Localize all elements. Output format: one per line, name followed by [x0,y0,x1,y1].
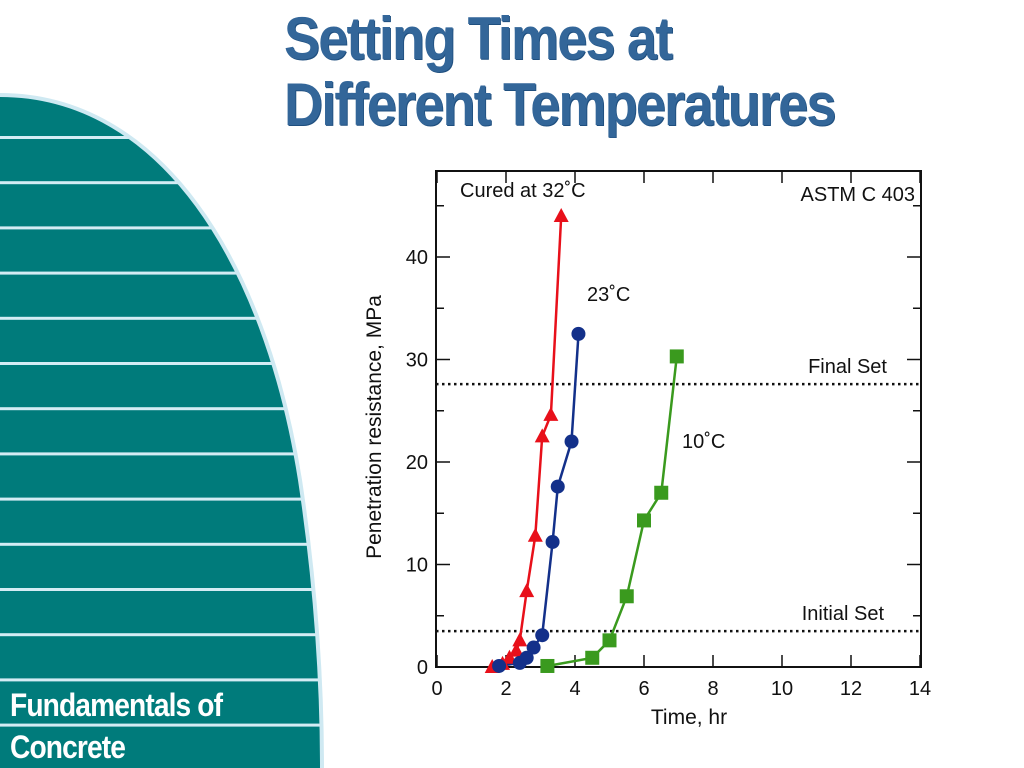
slide-footer: Fundamentals of Concrete [10,684,223,768]
series-line-0 [491,215,563,669]
title-line-2: Different Temperatures [284,71,836,138]
decor-stripe [0,316,322,320]
data-point-10c [540,658,555,673]
x-tick-label: 10 [771,678,793,700]
decorative-striped-arc [0,93,324,768]
decor-stripe [0,723,322,727]
data-point-10c [585,650,600,665]
x-tick-label: 4 [569,678,580,700]
data-point-32c [527,527,543,542]
data-point-23c [550,479,565,494]
decor-stripe [0,497,322,501]
data-point-10c [669,349,684,364]
data-point-10c [654,485,669,500]
x-tick-label: 8 [707,678,718,700]
data-point-23c [545,534,560,549]
data-point-32c [553,208,569,222]
y-tick-label: 40 [406,247,428,269]
decor-stripe [0,407,322,411]
footer-line-2: Concrete [10,729,126,765]
decor-stripe [0,542,322,546]
data-point-23c [519,650,534,665]
decor-stripe [0,633,322,637]
final-set-label: Final Set [808,356,887,378]
decor-stripe [0,452,322,456]
data-point-32c [508,642,524,657]
x-axis-label: Time, hr [651,706,727,729]
decor-stripe [0,271,322,275]
slide-title: Setting Times at Different Temperatures [284,5,836,138]
x-tick-label: 0 [431,678,442,700]
series-line-2 [547,356,679,668]
y-tick-label: 10 [406,555,428,577]
decor-stripe [0,362,322,365]
data-point-23c [564,434,579,449]
annotation-astm: ASTM C 403 [801,184,915,206]
decor-stripe [0,181,322,185]
decor-stripe [0,588,322,591]
series-label-32c: Cured at 32˚C [460,180,586,202]
series-label-10c: 10˚C [682,431,725,453]
title-line-1: Setting Times at [284,5,673,72]
y-axis-label: Penetration resistance, MPa [363,295,386,559]
decor-stripe [0,226,322,230]
plot-frame [435,170,922,668]
x-tick-label: 14 [909,678,931,700]
y-tick-label: 30 [406,350,428,372]
data-point-23c [526,640,541,655]
data-point-23c [492,658,507,673]
data-point-23c [571,326,586,341]
data-point-32c [512,632,528,647]
data-point-23c [535,628,550,643]
data-point-32c [501,649,517,664]
x-tick-label: 2 [500,678,511,700]
decor-stripe [0,678,322,682]
initial-set-label: Initial Set [802,603,885,625]
data-point-10c [637,513,651,528]
data-point-32c [519,583,535,598]
x-tick-label: 12 [840,678,862,700]
y-tick-label: 20 [406,452,428,474]
y-tick-label: 0 [417,657,428,679]
footer-line-1: Fundamentals of [10,687,223,723]
series-label-23c: 23˚C [587,284,630,306]
data-point-32c [534,428,550,443]
data-point-10c [602,633,617,648]
x-tick-label: 6 [638,678,649,700]
data-point-32c [543,406,559,421]
data-point-10c [619,589,634,604]
